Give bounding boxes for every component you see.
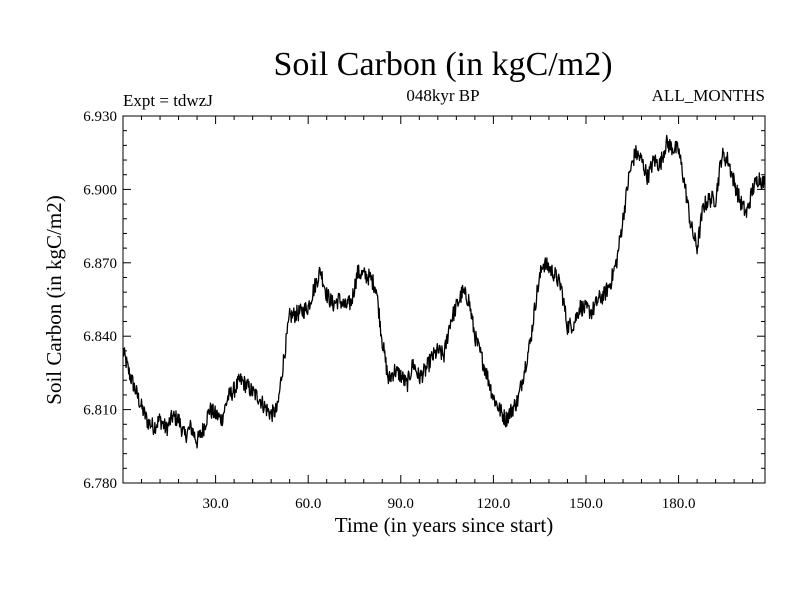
y-tick-label: 6.900 [83,182,117,198]
plot-area-frame [122,115,766,484]
x-tick-label: 90.0 [388,496,414,512]
months-label: ALL_MONTHS [652,86,765,105]
x-tick-label: 120.0 [477,496,511,512]
chart-title: Soil Carbon (in kgC/m2) [273,46,612,83]
series-layer [122,134,766,449]
x-axis-ticks: 30.0 60.0 90.0 120.0 150.0 180.0 [141,116,754,512]
x-tick-label: 30.0 [202,496,228,512]
y-axis-label: Soil Carbon (in kgC/m2) [42,195,66,404]
chart-subtitle: 048kyr BP [406,86,479,105]
x-axis-label: Time (in years since start) [335,513,554,537]
y-axis-ticks: 6.780 6.810 6.840 6.870 6.900 6.930 [83,109,765,492]
x-tick-label: 150.0 [569,496,603,512]
y-tick-label: 6.840 [83,329,117,345]
x-tick-label: 180.0 [662,496,696,512]
series-line [122,134,766,449]
y-tick-label: 6.930 [83,109,117,125]
y-tick-label: 6.780 [83,476,117,492]
y-tick-label: 6.810 [83,403,117,419]
experiment-label: Expt = tdwzJ [123,91,213,110]
x-tick-label: 60.0 [295,496,321,512]
y-tick-label: 6.870 [83,256,117,272]
